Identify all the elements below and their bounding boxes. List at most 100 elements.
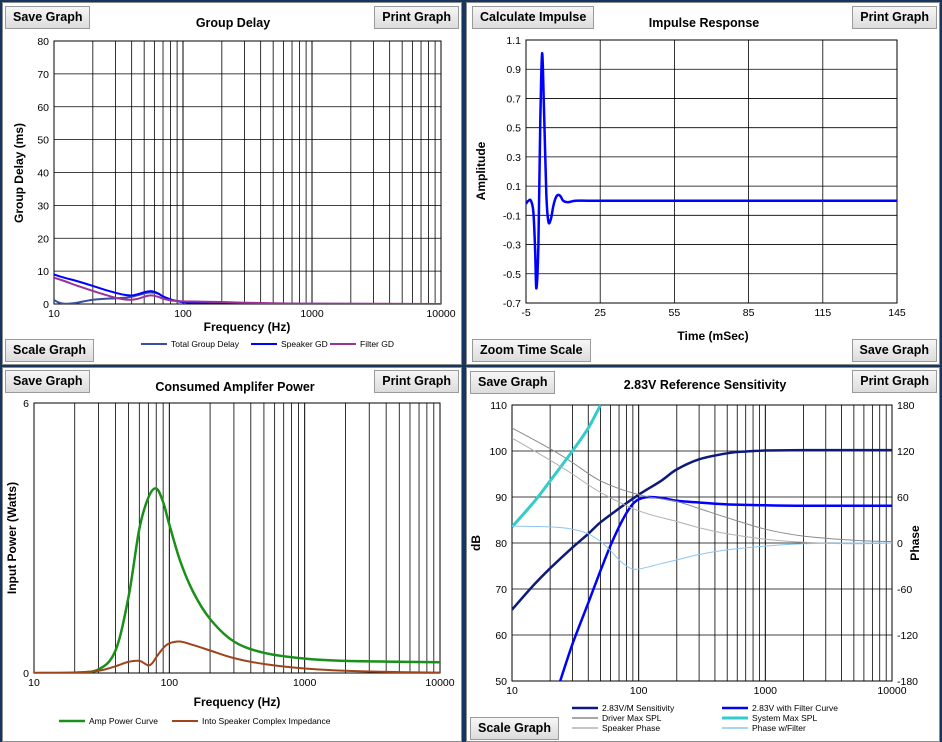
y-tick-label: 0.7 <box>506 93 521 105</box>
y2-tick-label: -120 <box>897 630 918 642</box>
series-line-driver-max-spl <box>512 427 892 543</box>
y-tick-label: 70 <box>495 584 507 596</box>
x-tick-label: -5 <box>521 307 530 319</box>
x-tick-label: 55 <box>669 307 681 319</box>
y-tick-label: 6 <box>23 398 29 410</box>
y-tick-label: 70 <box>37 69 49 81</box>
series-line-amp-power-curve <box>34 487 440 673</box>
y-tick-label: 0 <box>43 299 49 311</box>
y-tick-label: 80 <box>37 36 49 48</box>
print-graph-button[interactable]: Print Graph <box>374 6 459 29</box>
y-tick-label: 0.3 <box>506 152 521 164</box>
x-tick-label: 145 <box>888 307 906 319</box>
legend-label: Amp Power Curve <box>89 716 158 726</box>
plot-area-border <box>33 402 441 674</box>
y-tick-label: -0.7 <box>503 298 521 310</box>
chart-title: Impulse Response <box>648 16 760 30</box>
y-tick-label: 90 <box>495 492 507 504</box>
legend-label: Into Speaker Complex Impedance <box>202 716 331 726</box>
y-tick-label: 1.1 <box>506 35 521 47</box>
x-tick-label: 10 <box>28 677 40 689</box>
legend-label: Driver Max SPL <box>602 713 662 723</box>
x-tick-label: 100 <box>174 308 192 320</box>
legend-label: 2.83V/M Sensitivity <box>602 703 675 713</box>
chart-title: Group Delay <box>195 16 271 30</box>
series-line-speaker-phase <box>512 437 892 545</box>
legend-label: Total Group Delay <box>171 339 240 349</box>
y2-tick-label: 180 <box>897 400 915 412</box>
y-tick-label: -0.5 <box>503 269 521 281</box>
y-tick-label: -0.1 <box>503 210 521 222</box>
legend-label: Speaker Phase <box>602 723 660 733</box>
y-tick-label: 10 <box>37 266 49 278</box>
x-tick-label: 85 <box>743 307 755 319</box>
x-tick-label: 1000 <box>300 308 324 320</box>
save-graph-button[interactable]: Save Graph <box>5 370 91 393</box>
y-axis-label: Amplitude <box>474 141 488 200</box>
y-tick-label: 60 <box>37 102 49 114</box>
legend-label: Phase w/Filter <box>752 723 806 733</box>
y-axis-label: dB <box>469 535 483 551</box>
x-tick-label: 25 <box>594 307 606 319</box>
series-line-impulse <box>526 51 897 290</box>
x-tick-label: 10 <box>48 308 60 320</box>
legend-label: 2.83V with Filter Curve <box>752 703 838 713</box>
amplifier-power-panel: Save Graph Print Graph Consumed Amplifer… <box>2 367 462 742</box>
y-tick-label: 0.9 <box>506 64 521 76</box>
x-tick-label: 115 <box>814 307 831 319</box>
save-graph-button[interactable]: Save Graph <box>5 6 91 29</box>
x-axis-label: Frequency (Hz) <box>194 695 281 709</box>
scale-graph-button[interactable]: Scale Graph <box>470 717 559 740</box>
x-axis-label: Time (mSec) <box>677 329 748 343</box>
print-graph-button[interactable]: Print Graph <box>852 6 937 29</box>
y-axis-label: Input Power (Watts) <box>5 482 19 594</box>
y-axis-label: Group Delay (ms) <box>12 123 26 223</box>
x-axis-label: Frequency (Hz) <box>204 320 291 334</box>
print-graph-button[interactable]: Print Graph <box>852 370 937 393</box>
scale-graph-button[interactable]: Scale Graph <box>5 339 94 362</box>
y-tick-label: 0.1 <box>506 181 521 193</box>
y-tick-label: 60 <box>495 630 507 642</box>
print-graph-button[interactable]: Print Graph <box>374 370 459 393</box>
group-delay-panel: Save Graph Print Graph Scale Graph Group… <box>2 2 462 365</box>
reference-sensitivity-panel: Save Graph Print Graph Scale Graph 2.83V… <box>466 367 940 742</box>
x-tick-label: 100 <box>630 685 648 697</box>
y-tick-label: 20 <box>37 233 49 245</box>
group-delay-chart: 10 100 1000 1000001020304050607080Frequency… <box>12 36 456 349</box>
y2-axis-label: Phase <box>908 525 922 561</box>
series-line-speaker-gd <box>54 273 441 304</box>
series-line-into-speaker-complex-impedance <box>34 640 440 673</box>
series-line-system-max-spl <box>512 405 602 528</box>
save-graph-button[interactable]: Save Graph <box>470 371 556 394</box>
x-tick-label: 10000 <box>425 677 454 689</box>
series-line-filter-gd <box>54 276 441 304</box>
y2-tick-label: -60 <box>897 584 912 596</box>
x-tick-label: 10000 <box>426 308 455 320</box>
x-tick-label: 1000 <box>293 677 317 689</box>
x-tick-label: 100 <box>161 677 179 689</box>
calculate-impulse-button[interactable]: Calculate Impulse <box>472 6 595 29</box>
x-tick-label: 10 <box>506 685 518 697</box>
y-tick-label: 50 <box>37 135 49 147</box>
y-tick-label: 50 <box>495 676 507 688</box>
legend-label: Filter GD <box>360 339 394 349</box>
x-tick-label: 10000 <box>877 685 906 697</box>
zoom-time-scale-button[interactable]: Zoom Time Scale <box>472 339 591 362</box>
x-tick-label: 1000 <box>754 685 778 697</box>
chart-title: Consumed Amplifer Power <box>155 380 315 394</box>
chart-title: 2.83V Reference Sensitivity <box>623 378 787 392</box>
save-graph-button[interactable]: Save Graph <box>851 339 937 362</box>
series-line-phase-w-filter <box>512 525 892 570</box>
amplifier-power-chart: 10 100 1000 10000 0 6 Frequency (Hz) Input Powe… <box>5 398 455 726</box>
y2-tick-label: 120 <box>897 446 915 458</box>
legend-label: System Max SPL <box>752 713 817 723</box>
y-tick-label: 40 <box>37 168 49 180</box>
impulse-response-chart: -5 25 55 85 115 145 -0.7 -0.5 -0.3 -0.1 0.1 0.3 0.5 0… <box>474 35 906 343</box>
y-tick-label: 0 <box>23 668 29 680</box>
y-tick-label: 0.5 <box>506 123 521 135</box>
y-tick-label: -0.3 <box>503 240 521 252</box>
series-line-2-83v-m-sensitivity <box>512 448 892 611</box>
y2-tick-label: 0 <box>897 538 903 550</box>
y-tick-label: 100 <box>489 446 507 458</box>
y-tick-label: 80 <box>495 538 507 550</box>
